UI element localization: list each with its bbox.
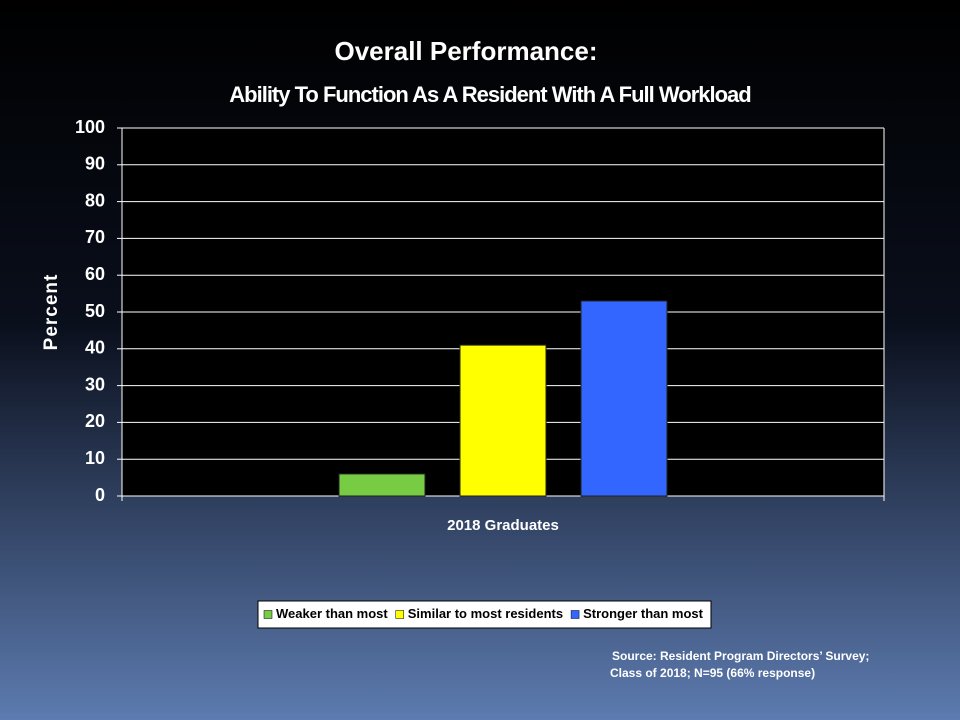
chart-title: Overall Performance:	[334, 36, 597, 66]
y-tick-label: 40	[85, 338, 105, 358]
legend-label: Similar to most residents	[408, 606, 563, 621]
legend-swatch	[395, 610, 404, 619]
y-tick-label: 50	[85, 301, 105, 321]
legend-label: Stronger than most	[583, 606, 704, 621]
bar	[580, 300, 668, 497]
x-tick-label: 2018 Graduates	[447, 517, 559, 534]
y-tick-label: 90	[85, 154, 105, 174]
legend-swatch	[263, 610, 273, 619]
source-note: Class of 2018; N=95 (66% response)	[610, 666, 815, 680]
chart-subtitle: Ability To Function As A Resident With A…	[229, 82, 750, 107]
legend-swatch	[570, 610, 580, 619]
legend	[257, 600, 712, 629]
bar	[459, 344, 547, 497]
y-tick-label: 20	[85, 411, 105, 431]
source-note: Source: Resident Program Directors’ Surv…	[612, 649, 869, 663]
y-tick-label: 30	[85, 374, 105, 394]
y-tick-label: 60	[85, 264, 105, 284]
legend-label: Weaker than most	[276, 606, 388, 621]
y-axis-label: Percent	[41, 274, 62, 351]
y-tick-label: 10	[85, 448, 105, 468]
bar	[338, 473, 426, 497]
y-tick-label: 100	[75, 117, 105, 137]
y-tick-label: 70	[85, 227, 105, 247]
y-tick-label: 80	[85, 190, 105, 210]
y-tick-label: 0	[95, 485, 105, 505]
